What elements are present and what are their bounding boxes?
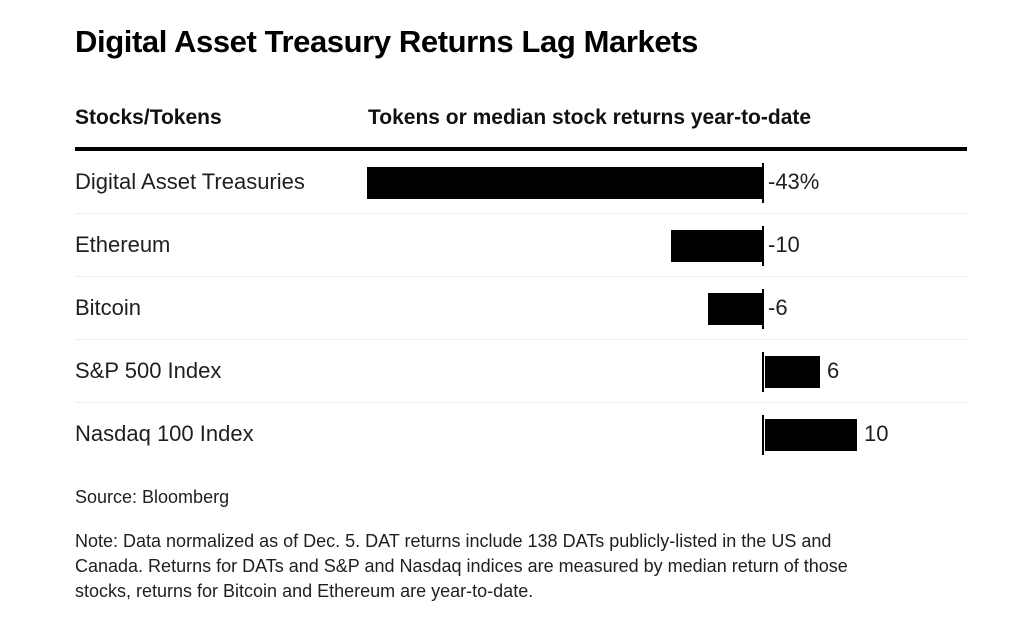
value-label: -6 xyxy=(768,295,788,320)
row-label: Bitcoin xyxy=(75,295,142,320)
zero-axis-tick xyxy=(762,226,764,266)
note-line: stocks, returns for Bitcoin and Ethereum… xyxy=(75,581,534,601)
chart-title: Digital Asset Treasury Returns Lag Marke… xyxy=(75,24,698,59)
bar xyxy=(765,356,820,388)
zero-axis-tick xyxy=(762,163,764,203)
bar xyxy=(708,293,763,325)
row-label: S&P 500 Index xyxy=(75,358,222,383)
row-label: Digital Asset Treasuries xyxy=(75,169,305,194)
row-label: Ethereum xyxy=(75,232,171,257)
bar-chart: Digital Asset Treasuries -43% Ethereum -10 B… xyxy=(75,151,967,466)
value-label: 10 xyxy=(864,421,889,446)
note-line: Canada. Returns for DATs and S&P and Nas… xyxy=(75,556,848,576)
value-label: -43% xyxy=(768,169,820,194)
note-text: Note: Data normalized as of Dec. 5. DAT … xyxy=(75,529,975,604)
chart-row: Digital Asset Treasuries -43% xyxy=(75,151,967,214)
value-label: -10 xyxy=(768,232,800,257)
note-line: Note: Data normalized as of Dec. 5. DAT … xyxy=(75,531,832,551)
chart-row: Nasdaq 100 Index 10 xyxy=(75,403,967,466)
value-label: 6 xyxy=(827,358,840,383)
source-label: Source: Bloomberg xyxy=(75,487,230,507)
chart-row: S&P 500 Index 6 xyxy=(75,340,967,403)
header-rule xyxy=(75,147,967,151)
column-header-returns: Tokens or median stock returns year-to-d… xyxy=(368,106,812,129)
zero-axis-tick xyxy=(762,352,764,392)
zero-axis-tick xyxy=(762,289,764,329)
chart-row: Bitcoin -6 xyxy=(75,277,967,340)
column-header-stocks-tokens: Stocks/Tokens xyxy=(75,106,222,129)
row-label: Nasdaq 100 Index xyxy=(75,421,254,446)
bar xyxy=(765,419,857,451)
zero-axis-tick xyxy=(762,415,764,455)
chart-row: Ethereum -10 xyxy=(75,214,967,277)
bar xyxy=(367,167,763,199)
bar xyxy=(671,230,763,262)
